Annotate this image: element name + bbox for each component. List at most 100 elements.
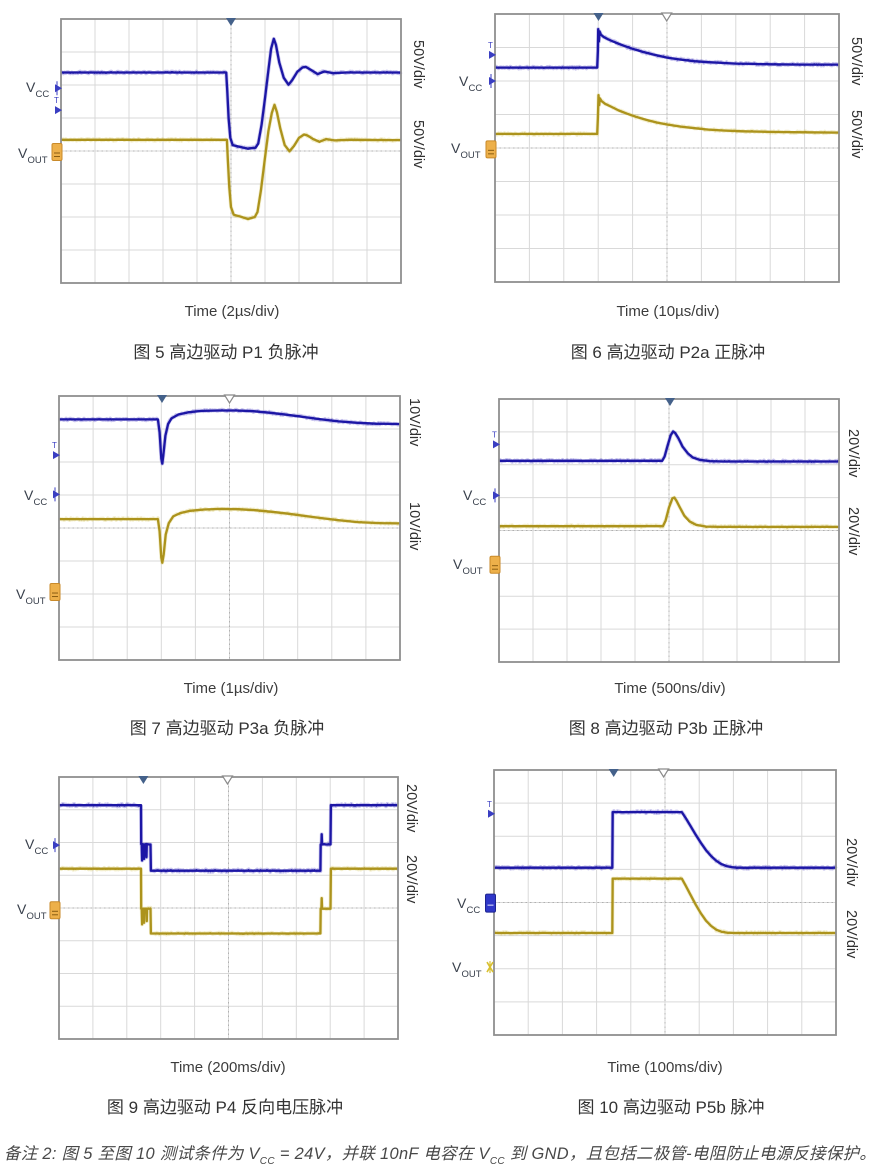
y-scale-ch2: 50V/div bbox=[410, 120, 426, 169]
traces bbox=[58, 407, 401, 565]
trace-vcc-noise bbox=[58, 409, 401, 465]
trace-vout-noise bbox=[494, 94, 840, 136]
ch1-label-vcc: VCC bbox=[26, 79, 50, 100]
trigger-level-icon: T bbox=[492, 430, 500, 449]
trace-vout-noise bbox=[58, 507, 401, 564]
traces bbox=[60, 36, 403, 222]
figure-caption: 图 6 高边驱动 P2a 正脉冲 bbox=[570, 343, 766, 362]
channel2-marker-icon bbox=[49, 901, 61, 920]
y-scale-ch2: 20V/div bbox=[403, 855, 419, 904]
y-scale-ch2: 20V/div bbox=[843, 910, 859, 959]
y-scale-ch1: 10V/div bbox=[406, 398, 422, 447]
trace-vcc-noise bbox=[60, 38, 402, 150]
ch2-label-vout: VOUT bbox=[451, 140, 481, 161]
figure-caption: 图 7 高边驱动 P3a 负脉冲 bbox=[129, 719, 325, 738]
trace-vout-noise bbox=[498, 497, 840, 529]
ch2-label-vout: VOUT bbox=[17, 901, 47, 922]
x-axis-label: Time (10µs/div) bbox=[616, 303, 720, 320]
trace-vcc-noise bbox=[494, 28, 840, 70]
svg-text:T: T bbox=[492, 430, 497, 439]
scope-plot-figure-10: T bbox=[485, 768, 838, 1036]
scope-plot-figure-7: T bbox=[49, 394, 401, 661]
ch1-label-vcc: VCC bbox=[463, 487, 487, 508]
reference-position-icon bbox=[657, 768, 670, 779]
scope-plot-figure-5: T bbox=[51, 18, 403, 284]
trace-vout-noise bbox=[60, 104, 402, 220]
channel1-marker-icon bbox=[55, 81, 62, 96]
footnote-text-3: 到 GND，且包括二极管-电阻防止电源反接保护。 bbox=[504, 1145, 877, 1163]
trace-vcc-noise bbox=[493, 810, 837, 870]
reference-position-icon bbox=[223, 394, 236, 405]
trigger-position-icon bbox=[157, 395, 167, 403]
ch1-label-vcc: VCC bbox=[457, 895, 481, 916]
y-scale-ch1: 50V/div bbox=[410, 40, 426, 89]
channel1-marker-icon bbox=[53, 838, 60, 853]
y-scale-ch2: 50V/div bbox=[848, 110, 864, 159]
trace-vcc-noise bbox=[58, 803, 399, 873]
channel1-marker-icon bbox=[489, 74, 496, 88]
y-scale-ch1: 20V/div bbox=[843, 838, 859, 887]
trigger-level-icon: T bbox=[487, 800, 495, 818]
trigger-level-icon: T bbox=[54, 96, 62, 115]
footnote-vcc-2: VCC bbox=[478, 1145, 505, 1168]
footnote-text-2: = 24V，并联 10nF 电容在 bbox=[274, 1145, 479, 1163]
trigger-position-icon bbox=[226, 18, 236, 26]
figure-caption: 图 10 高边驱动 P5b 脉冲 bbox=[577, 1098, 765, 1117]
y-scale-ch2: 10V/div bbox=[406, 502, 422, 551]
y-scale-ch1: 20V/div bbox=[403, 784, 419, 833]
traces bbox=[492, 809, 838, 936]
ch2-label-vout: VOUT bbox=[452, 959, 482, 980]
trigger-position-icon bbox=[665, 398, 675, 406]
ch1-label-vcc: VCC bbox=[459, 73, 483, 94]
x-axis-label: Time (2µs/div) bbox=[184, 303, 280, 320]
trigger-position-icon bbox=[593, 13, 604, 21]
trace-vout-noise bbox=[59, 867, 399, 935]
scope-plot-figure-8: T bbox=[489, 398, 840, 663]
reference-position-icon bbox=[660, 12, 673, 23]
trigger-level-icon: T bbox=[52, 441, 60, 460]
trigger-position-icon bbox=[138, 776, 149, 784]
channel2-marker-icon bbox=[486, 961, 494, 974]
ch1-label-vcc: VCC bbox=[24, 487, 48, 508]
ch1-label-vcc: VCC bbox=[25, 836, 49, 857]
scope-plot-figure-9 bbox=[49, 775, 399, 1040]
ch2-label-vout: VOUT bbox=[16, 586, 46, 607]
figure-caption: 图 9 高边驱动 P4 反向电压脉冲 bbox=[106, 1098, 344, 1117]
footnote: 备注 2: 图 5 至图 10 测试条件为 VCC = 24V，并联 10nF … bbox=[4, 1140, 888, 1168]
ch2-label-vout: VOUT bbox=[18, 145, 48, 166]
traces bbox=[497, 429, 840, 530]
y-scale-ch1: 50V/div bbox=[848, 37, 864, 86]
x-axis-label: Time (100ms/div) bbox=[607, 1059, 723, 1076]
trigger-position-icon bbox=[608, 769, 619, 777]
ch2-label-vout: VOUT bbox=[453, 556, 483, 577]
traces bbox=[493, 27, 840, 137]
channel2-marker-icon bbox=[489, 555, 501, 574]
channel2-marker-icon bbox=[49, 583, 61, 602]
channel1-marker-icon bbox=[485, 893, 496, 913]
x-axis-label: Time (200ms/div) bbox=[170, 1059, 286, 1076]
trigger-level-icon: T bbox=[488, 41, 496, 59]
channel1-marker-icon bbox=[53, 487, 60, 502]
svg-text:T: T bbox=[487, 800, 492, 809]
svg-text:T: T bbox=[54, 96, 59, 105]
channel2-marker-icon bbox=[485, 140, 497, 159]
trace-vout-noise bbox=[493, 877, 837, 935]
x-axis-label: Time (500ns/div) bbox=[614, 680, 726, 697]
channel2-marker-icon bbox=[51, 142, 63, 161]
y-scale-ch1: 20V/div bbox=[845, 429, 861, 478]
trace-vcc-noise bbox=[498, 431, 840, 463]
traces bbox=[58, 802, 399, 937]
footnote-vcc-1: VCC bbox=[248, 1145, 275, 1168]
svg-text:T: T bbox=[488, 41, 493, 50]
x-axis-label: Time (1µs/div) bbox=[183, 680, 279, 697]
channel1-marker-icon bbox=[493, 488, 500, 503]
y-scale-ch2: 20V/div bbox=[845, 507, 861, 556]
scope-plot-figure-6: T bbox=[485, 12, 840, 283]
figure-caption: 图 5 高边驱动 P1 负脉冲 bbox=[133, 343, 319, 362]
svg-text:T: T bbox=[52, 441, 57, 450]
footnote-text-1: 备注 2: 图 5 至图 10 测试条件为 bbox=[4, 1145, 249, 1163]
figure-caption: 图 8 高边驱动 P3b 正脉冲 bbox=[568, 719, 764, 738]
scope-grid bbox=[495, 14, 839, 282]
reference-position-icon bbox=[221, 775, 234, 786]
